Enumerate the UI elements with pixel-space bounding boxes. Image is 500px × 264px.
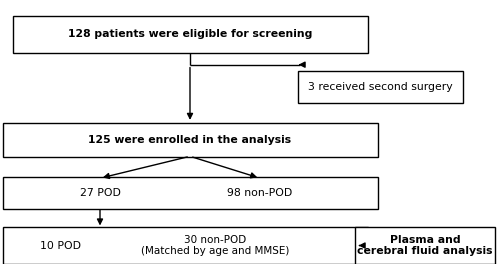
Text: 3 received second surgery: 3 received second surgery [308, 82, 452, 92]
Text: Plasma and
cerebral fluid analysis: Plasma and cerebral fluid analysis [357, 235, 493, 256]
FancyBboxPatch shape [2, 227, 368, 264]
Text: 30 non-POD
(Matched by age and MMSE): 30 non-POD (Matched by age and MMSE) [141, 235, 289, 256]
Text: 98 non-POD: 98 non-POD [228, 188, 292, 198]
FancyBboxPatch shape [12, 16, 368, 53]
Text: 128 patients were eligible for screening: 128 patients were eligible for screening [68, 29, 312, 39]
Text: 125 were enrolled in the analysis: 125 were enrolled in the analysis [88, 135, 292, 145]
FancyBboxPatch shape [2, 123, 378, 157]
Text: 27 POD: 27 POD [80, 188, 120, 198]
FancyBboxPatch shape [298, 71, 462, 103]
FancyBboxPatch shape [355, 227, 495, 264]
Text: 10 POD: 10 POD [40, 241, 80, 251]
FancyBboxPatch shape [2, 177, 378, 209]
